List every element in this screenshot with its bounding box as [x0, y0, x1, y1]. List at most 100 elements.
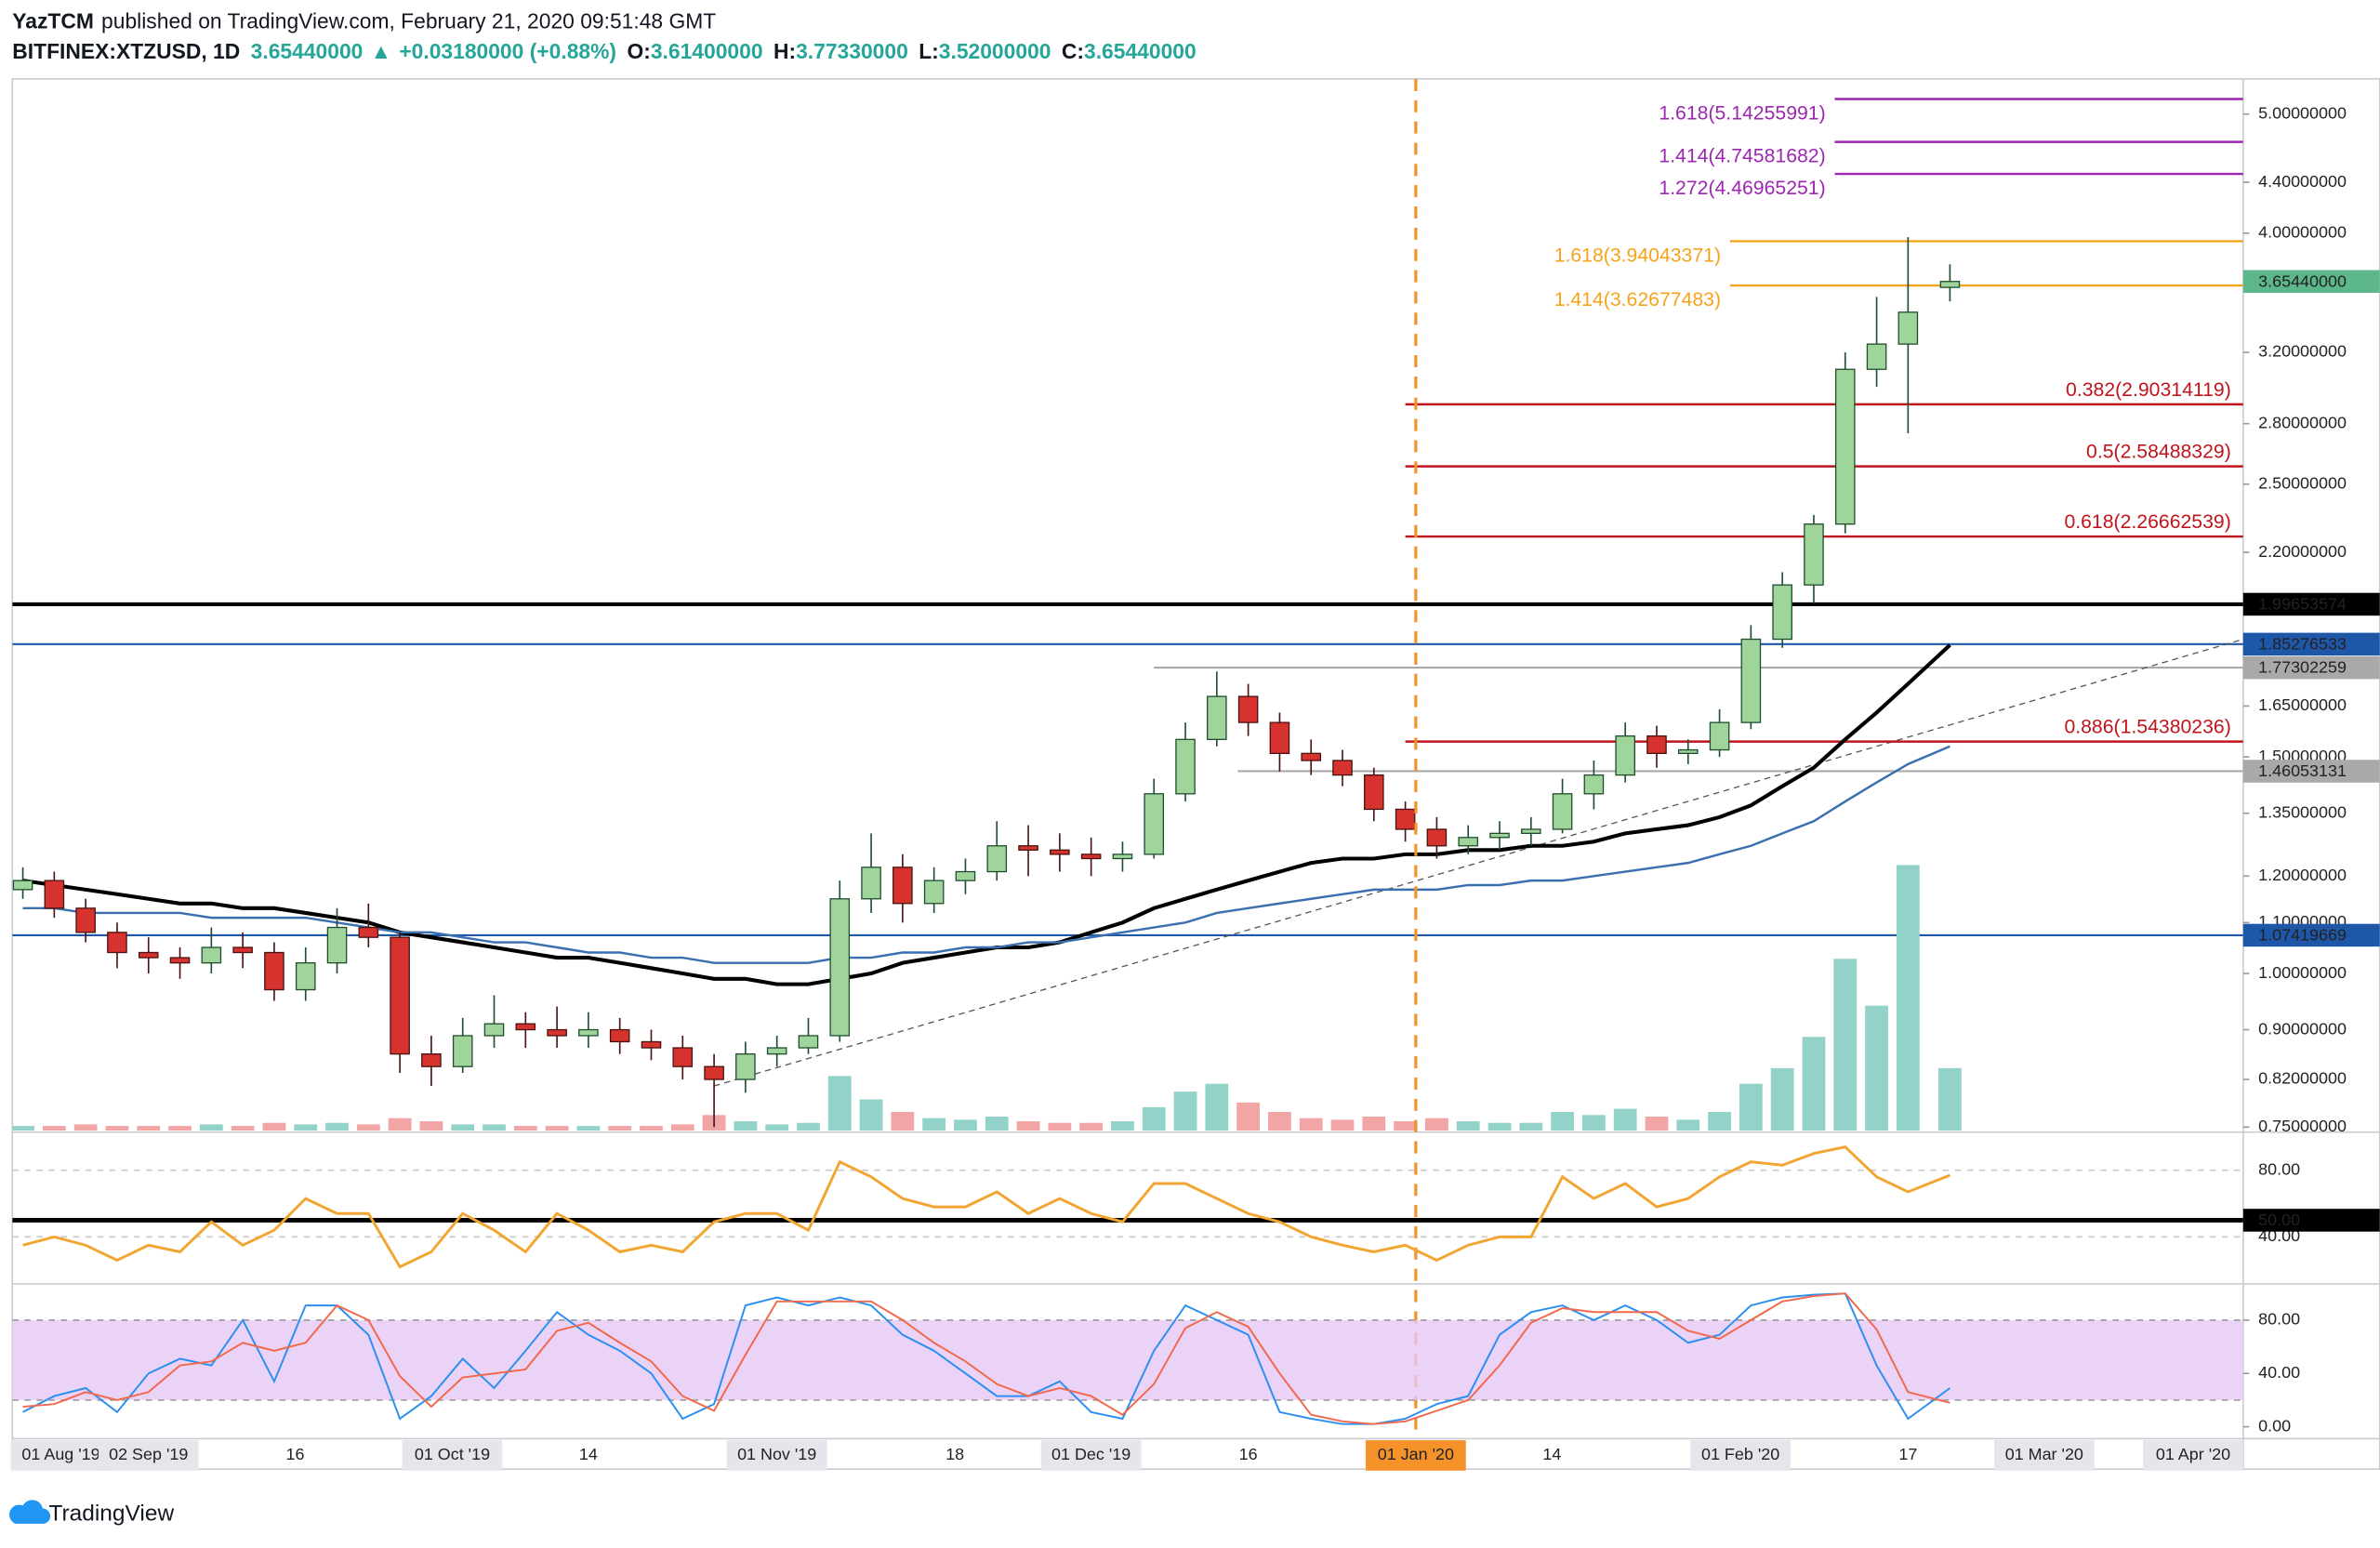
x-tick-label: 01 Jan '20: [1378, 1445, 1454, 1463]
symbol: BITFINEX:XTZUSD, 1D: [12, 39, 240, 63]
y-tick-label: 1.00000000: [2258, 963, 2347, 982]
candle-body: [1615, 734, 1635, 776]
x-tick-label: 02 Sep '19: [109, 1445, 188, 1463]
fib-label: 0.618(2.26662539): [2064, 511, 2230, 533]
candle-body: [358, 926, 379, 938]
candle-body: [326, 926, 348, 964]
y-tick-label: 1.35000000: [2258, 802, 2347, 821]
volume-bar: [1581, 1115, 1606, 1131]
candle-body: [1677, 748, 1699, 754]
volume-bar: [1330, 1119, 1355, 1131]
stoch-line: [22, 1292, 1950, 1425]
main-pane: 1.618(5.14255991) 1.414(4.74581682) 1.272(…: [12, 98, 2243, 1131]
volume-bar: [670, 1124, 694, 1131]
last-price-label: 3.65440000: [2258, 271, 2347, 290]
rsi-line: [22, 1144, 1950, 1269]
volume-bar: [1048, 1122, 1072, 1131]
volume-bar: [199, 1124, 223, 1131]
volume-bar: [765, 1124, 789, 1131]
stoch-line: [22, 1292, 1950, 1425]
volume-bar: [1394, 1121, 1418, 1131]
candle-body: [704, 1065, 724, 1080]
candle-body: [421, 1053, 442, 1067]
x-tick-label: 01 Nov '19: [737, 1445, 816, 1463]
x-tick-label: 16: [1239, 1445, 1258, 1463]
x-tick-label: 14: [579, 1445, 598, 1463]
x-tick-box: [726, 1440, 827, 1471]
volume-bar: [797, 1122, 820, 1131]
candle-body: [1395, 808, 1416, 830]
ohlc-key: O:: [627, 39, 650, 63]
volume-bar: [1551, 1111, 1574, 1131]
volume-bar: [859, 1099, 883, 1131]
y-tick-label: 2.50000000: [2258, 474, 2347, 493]
candle-body: [44, 880, 65, 909]
logo: TradingView: [9, 1500, 174, 1527]
candle-body: [1207, 695, 1227, 740]
candle-body: [955, 870, 976, 881]
x-tick-label: 01 Feb '20: [1701, 1445, 1779, 1463]
trendline: [713, 638, 2243, 1087]
candle-body: [1646, 734, 1667, 754]
volume-bar: [1205, 1083, 1229, 1131]
candle-body: [75, 907, 96, 933]
volume-bar: [1299, 1118, 1323, 1131]
candle-body: [390, 936, 410, 1055]
candle-body: [1583, 774, 1605, 795]
candle-body: [641, 1040, 662, 1049]
y-tick-label: 1.65000000: [2258, 695, 2347, 714]
volume-bar: [891, 1111, 915, 1131]
candle-body: [1772, 584, 1792, 641]
ohlc-value: 3.65440000: [1084, 39, 1197, 63]
candle-body: [1050, 849, 1070, 855]
ohlc-value: 3.77330000: [796, 39, 908, 63]
x-tick-highlight: [1366, 1440, 1466, 1471]
candle-body: [1332, 760, 1353, 776]
x-tick-label: 01 Dec '19: [1051, 1445, 1130, 1463]
candle-body: [483, 1023, 505, 1037]
x-tick-box: [98, 1440, 199, 1471]
volume-bar: [1645, 1116, 1669, 1131]
candle-body: [1897, 311, 1919, 345]
volume-bar: [1016, 1121, 1040, 1131]
candle-body: [735, 1053, 756, 1080]
y-tick-label: 0.75000000: [2258, 1117, 2347, 1135]
volume-bar: [483, 1124, 506, 1131]
candle-body: [798, 1035, 819, 1049]
fib-label: 1.618(3.94043371): [1554, 245, 1721, 266]
author: YazTCM: [12, 9, 94, 33]
volume-bar: [168, 1126, 192, 1131]
volume-bar: [1425, 1118, 1448, 1131]
volume-bar: [1111, 1121, 1134, 1131]
volume-bar: [513, 1126, 537, 1131]
candle-body: [1144, 793, 1165, 855]
fib-label: 1.618(5.14255991): [1659, 102, 1825, 124]
fib-label: 1.272(4.46965251): [1659, 178, 1825, 199]
volume-bar: [1362, 1116, 1386, 1131]
candle-body: [1080, 853, 1102, 860]
candle-body: [1237, 695, 1259, 723]
y-tick-label: 2.20000000: [2258, 542, 2347, 561]
rsi-level-label-box: [2242, 1209, 2380, 1232]
logo-icon: [9, 1500, 51, 1524]
volume-bar: [954, 1119, 977, 1131]
volume-bar: [827, 1076, 852, 1131]
last-price: 3.65440000: [251, 39, 364, 63]
x-tick-box: [10, 1440, 112, 1471]
candle-body: [1939, 281, 1961, 288]
volume-bar: [105, 1126, 129, 1131]
level-label-box: [2242, 592, 2380, 616]
candle-body: [169, 957, 191, 964]
candle-body: [452, 1035, 473, 1067]
ohlc-value: 3.61400000: [651, 39, 763, 63]
x-tick-box: [2143, 1440, 2243, 1471]
candle-body: [1866, 343, 1887, 370]
fib-label: 0.382(2.90314119): [2066, 379, 2231, 401]
y-tick-label: 0.82000000: [2258, 1069, 2347, 1088]
candle-body: [1489, 832, 1510, 839]
level-label-box: [2242, 655, 2380, 680]
y-tick-label: 2.80000000: [2258, 413, 2347, 431]
x-tick-label: 01 Apr '20: [2156, 1445, 2230, 1463]
volume-bar: [137, 1126, 161, 1131]
